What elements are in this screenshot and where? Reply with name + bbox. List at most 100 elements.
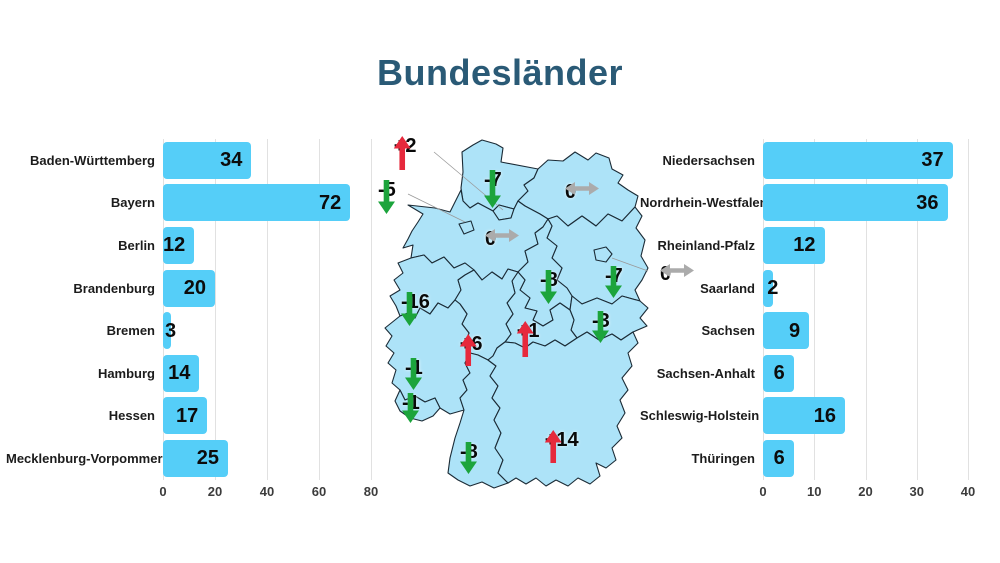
bar-value-label: 25 — [196, 447, 219, 470]
change-value-label: -7 — [483, 169, 502, 191]
x-axis-tick-label: 20 — [858, 483, 873, 499]
bar — [163, 184, 351, 222]
map-state-hessen — [454, 268, 519, 361]
map-state-rheinland-pfalz — [384, 299, 471, 415]
bar-track: 3 — [163, 309, 377, 352]
gridline — [215, 139, 216, 480]
bar-track: 12 — [763, 224, 975, 267]
map-annotation-rheinland-pfalz: -1 — [404, 357, 423, 390]
bar — [163, 312, 171, 350]
bar-row: Berlin 12 — [6, 224, 377, 267]
bar-value-label: 6 — [773, 362, 785, 385]
bar-track: 37 — [763, 139, 975, 182]
category-label: Niedersachsen — [662, 152, 756, 168]
bar-value-label: 72 — [318, 191, 342, 214]
map-annotation-sachsen: -3 — [591, 310, 610, 343]
gridline — [916, 139, 918, 480]
bar-row: Baden-Württemberg 34 — [6, 139, 377, 182]
bar — [763, 269, 774, 307]
bar-row: Saarland 2 — [640, 267, 975, 310]
change-value-label: 0 — [564, 181, 577, 203]
change-value-label: +2 — [393, 135, 417, 157]
trend-up-arrow-icon — [459, 334, 477, 366]
bar-value-label: 16 — [813, 404, 836, 427]
category-label: Bayern — [110, 195, 155, 211]
chart-rows: Niedersachsen 37 Nordrhein-Westfalen 36 Rhei… — [640, 139, 975, 480]
map-annotation-mecklenburg-vorpommern: 0 — [564, 181, 599, 203]
map-annotation-bayern: +14 — [544, 429, 579, 463]
change-value-label: +14 — [544, 429, 579, 451]
right-bar-chart: Niedersachsen 37 Nordrhein-Westfalen 36 Rhei… — [640, 139, 975, 504]
left-bar-chart: Baden-Württemberg 34 Bayern 72 Berlin 12 Brand… — [6, 139, 379, 504]
map-state-bayern — [487, 331, 639, 487]
map-state-schleswig-holstein — [460, 139, 539, 212]
callout-line — [407, 193, 466, 223]
bar-value-label: 37 — [921, 149, 944, 172]
change-value-label: -1 — [401, 392, 420, 414]
bar-row: Niedersachsen 37 — [640, 139, 975, 182]
category-label: Brandenburg — [73, 280, 155, 296]
bar — [163, 226, 195, 264]
bar-value-label: 9 — [789, 319, 801, 342]
trend-down-arrow-icon — [459, 442, 477, 474]
bar-row: Schleswig-Holstein 16 — [640, 395, 975, 438]
bar-row: Hamburg 14 — [6, 352, 377, 395]
trend-down-arrow-icon — [483, 170, 501, 208]
map-state-niedersachsen — [402, 189, 549, 281]
trend-down-arrow-icon — [401, 393, 419, 423]
category-label: Thüringen — [691, 450, 755, 466]
bar-value-label: 20 — [183, 277, 206, 300]
category-label: Mecklenburg-Vorpommern — [6, 450, 171, 466]
callout-line — [433, 151, 504, 211]
bar — [763, 439, 794, 477]
x-axis-tick-label: 30 — [909, 483, 924, 499]
bar-track: 34 — [163, 139, 377, 182]
change-value-label: 0 — [484, 228, 497, 250]
map-state-sachsen — [569, 295, 649, 341]
category-label: Sachsen-Anhalt — [656, 365, 755, 381]
change-value-label: +6 — [459, 333, 483, 355]
bar-row: Hessen 17 — [6, 395, 377, 438]
trend-up-arrow-icon — [393, 136, 411, 170]
map-annotation-brandenburg: -7 — [604, 265, 623, 298]
bar-value-label: 17 — [175, 404, 199, 427]
bar-track: 72 — [163, 182, 377, 225]
bar-track: 17 — [163, 395, 377, 438]
map-state-bremen — [458, 220, 475, 235]
bar-value-label: 3 — [165, 319, 177, 342]
gridline — [814, 139, 816, 480]
change-value-label: +1 — [516, 320, 540, 342]
gridline — [865, 139, 867, 480]
gridline — [163, 139, 164, 480]
bar — [163, 397, 208, 435]
page-title: Bundesländer — [376, 52, 624, 93]
change-value-label: -8 — [539, 269, 558, 291]
x-axis-tick-label: 80 — [363, 483, 379, 499]
change-value-label: -7 — [604, 265, 623, 287]
category-label: Nordrhein-Westfalen — [640, 195, 768, 211]
change-value-label: -1 — [404, 357, 423, 379]
x-axis-tick-label: 20 — [207, 483, 223, 499]
x-axis-tick-label: 60 — [311, 483, 327, 499]
bar-track: 25 — [163, 437, 377, 480]
trend-up-arrow-icon — [516, 321, 534, 357]
change-value-label: -3 — [591, 310, 610, 332]
change-value-label: -5 — [377, 179, 396, 201]
bar-row: Bremen 3 — [6, 309, 377, 352]
category-label: Hamburg — [97, 365, 155, 381]
bar-row: Mecklenburg-Vorpommern 25 — [6, 437, 377, 480]
category-label: Hessen — [108, 408, 155, 424]
chart-gridlines — [163, 139, 377, 480]
bar-track: 2 — [763, 267, 975, 310]
chart-gridlines — [763, 139, 975, 480]
category-label: Rheinland-Pfalz — [657, 237, 755, 253]
trend-down-arrow-icon — [604, 266, 622, 298]
bar — [763, 141, 953, 179]
bar-track: 14 — [163, 352, 377, 395]
trend-down-arrow-icon — [404, 358, 422, 390]
bar-row: Sachsen-Anhalt 6 — [640, 352, 975, 395]
bar-value-label: 14 — [168, 362, 191, 385]
bar — [763, 312, 810, 350]
gridline — [319, 139, 320, 480]
